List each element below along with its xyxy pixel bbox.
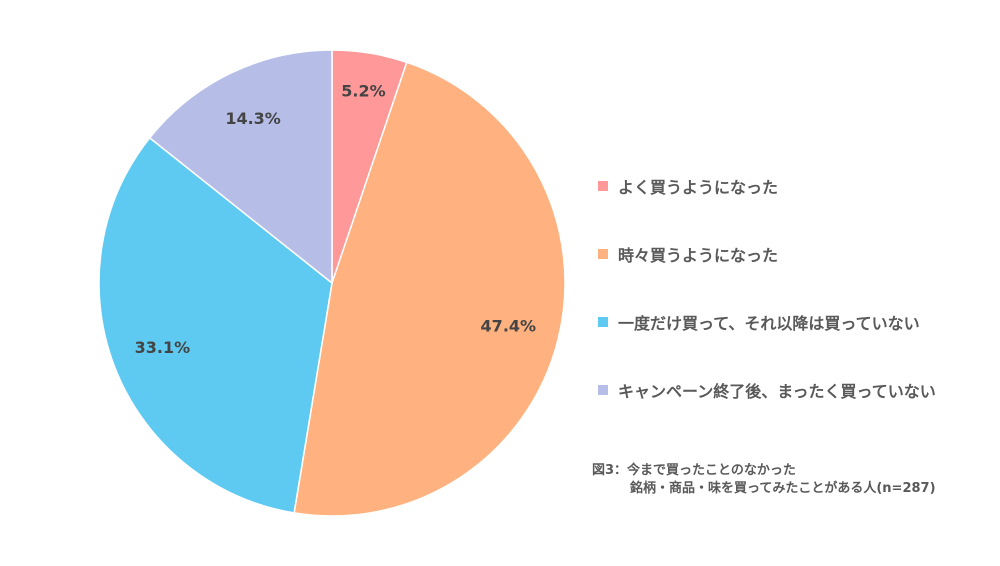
pie-chart: 5.2% 47.4% 33.1% 14.3% — [98, 49, 566, 517]
pie-slice-label-1: 47.4% — [481, 317, 537, 336]
legend-label: キャンペーン終了後、まったく買っていない — [618, 382, 936, 401]
caption-line-2: 銘柄・商品・味を買ってみたことがある人(n=287) — [630, 481, 936, 496]
legend-item-yoku: よく買うようになった — [598, 172, 936, 200]
legend-swatch — [598, 317, 608, 327]
legend-swatch — [598, 181, 608, 191]
legend-swatch — [598, 385, 608, 395]
legend-item-tokidoki: 時々買うようになった — [598, 240, 936, 268]
legend-swatch — [598, 249, 608, 259]
caption-line-1: 図3：今まで買ったことのなかった — [592, 463, 796, 478]
pie-slice-label-3: 14.3% — [225, 109, 281, 128]
figure-caption: 図3：今まで買ったことのなかった 銘柄・商品・味を買ってみたことがある人(n=2… — [592, 462, 936, 498]
legend-item-mattaku: キャンペーン終了後、まったく買っていない — [598, 376, 936, 404]
legend-label: よく買うようになった — [618, 178, 779, 197]
legend: よく買うようになった 時々買うようになった 一度だけ買って、それ以降は買っていな… — [598, 172, 936, 444]
pie-slice-label-2: 33.1% — [135, 338, 191, 357]
pie-slice-2 — [98, 136, 333, 514]
legend-label: 一度だけ買って、それ以降は買っていない — [618, 314, 920, 333]
pie-slice-3 — [148, 49, 333, 285]
pie-slice-1 — [293, 61, 566, 517]
legend-item-ichido: 一度だけ買って、それ以降は買っていない — [598, 308, 936, 336]
pie-slice-label-0: 5.2% — [341, 82, 385, 101]
legend-label: 時々買うようになった — [618, 246, 779, 265]
